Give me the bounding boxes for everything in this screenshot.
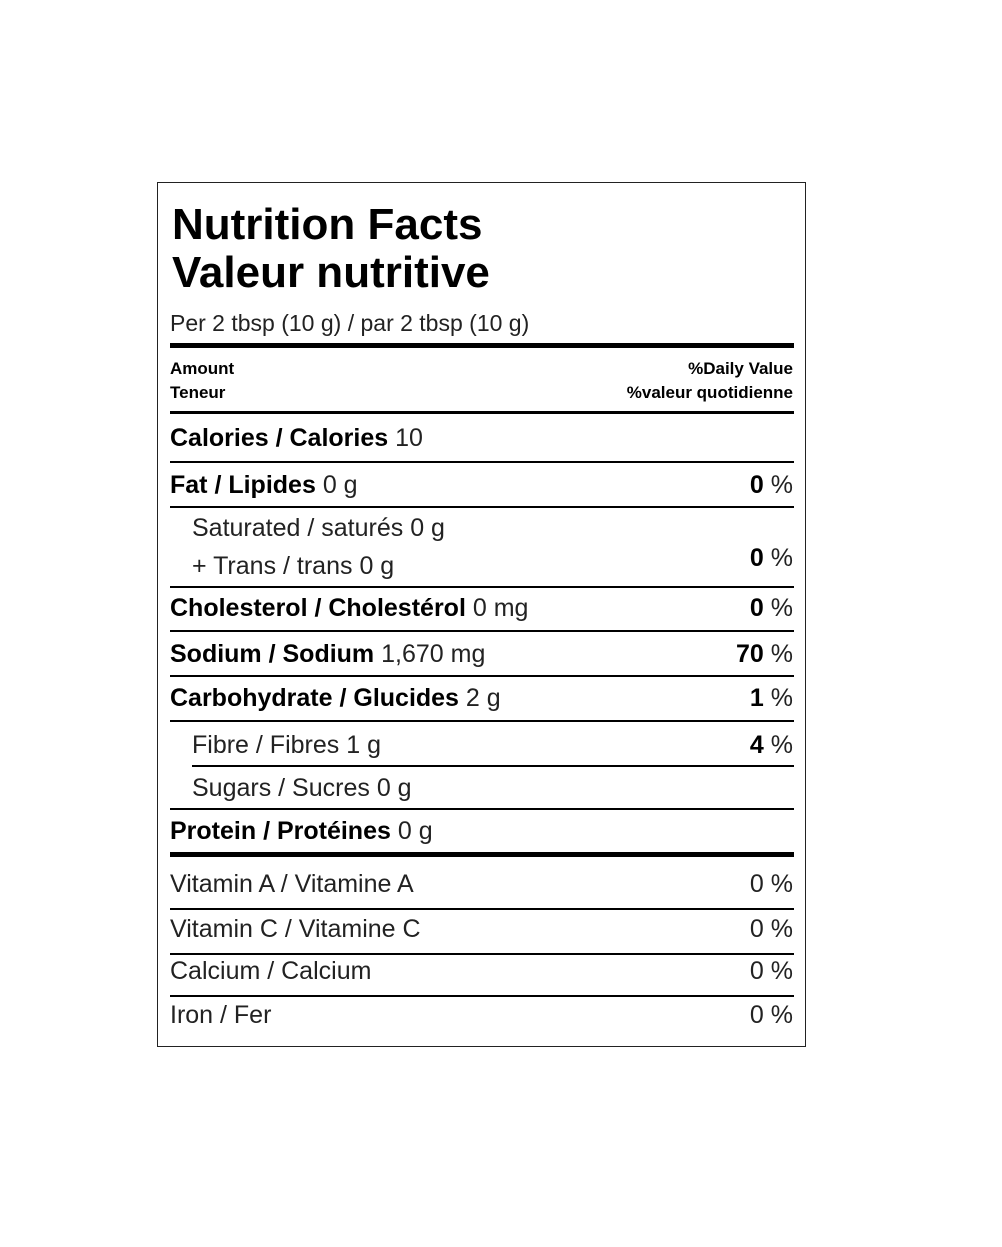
daily-value: 0 %	[750, 593, 793, 623]
dv-unit: %	[770, 684, 793, 712]
vitamin-name: Iron / Fer	[170, 1001, 272, 1029]
amount: 1 g	[346, 731, 381, 759]
dv-unit: %	[770, 870, 793, 898]
vitamin-name: Vitamin C / Vitamine C	[170, 915, 421, 943]
daily-value: 0 %	[750, 543, 793, 573]
dv-unit: %	[770, 640, 793, 668]
nutrient-name: Fibre / Fibres	[192, 731, 340, 759]
column-head: %Daily Value	[688, 359, 793, 378]
dv-unit: %	[770, 915, 793, 943]
amount: 0 g	[397, 817, 433, 845]
amount: 0 mg	[472, 594, 529, 622]
rule	[170, 852, 794, 857]
column-head: %valeur quotidienne	[626, 383, 793, 402]
nutrient-row: Sugars / Sucres 0 g	[192, 773, 412, 803]
dv-unit: %	[770, 471, 793, 499]
rule	[170, 995, 794, 997]
dv-percent: 0	[749, 471, 764, 499]
vitamin-name: Vitamin A / Vitamine A	[170, 870, 414, 898]
dv-unit: %	[770, 544, 793, 572]
nutrient-name: Cholesterol / Cholestérol	[170, 594, 466, 622]
nutrition-label: Nutrition Facts Valeur nutritive Per 2 t…	[157, 182, 806, 1047]
amount: 0 g	[410, 514, 445, 542]
column-head: Teneur	[170, 383, 226, 402]
dv-percent: 70	[736, 640, 764, 668]
dv-percent: 0	[749, 957, 764, 985]
nutrient-name: + Trans / trans	[192, 552, 353, 580]
dv-percent: 0	[749, 915, 764, 943]
dv-unit: %	[770, 957, 793, 985]
amount: 1,670 mg	[381, 640, 486, 668]
nutrient-name: Protein / Protéines	[170, 817, 391, 845]
amount: 2 g	[465, 684, 501, 712]
daily-value: 4 %	[750, 730, 793, 760]
rule	[170, 411, 794, 414]
amount: 0 g	[376, 774, 412, 802]
rule	[170, 675, 794, 677]
rule	[170, 586, 794, 588]
nutrient-name: Fat / Lipides	[170, 471, 316, 499]
dv-percent: 1	[749, 684, 764, 712]
nutrient-name: Sodium / Sodium	[170, 640, 375, 668]
vitamin-name: Calcium / Calcium	[170, 957, 372, 985]
dv-unit: %	[770, 1001, 793, 1029]
rule	[170, 720, 794, 722]
title: Valeur nutritive	[172, 248, 490, 297]
nutrient-row: Cholesterol / Cholestérol 0 mg	[170, 593, 528, 623]
dv-percent: 0	[749, 1001, 764, 1029]
dv-percent: 0	[749, 594, 764, 622]
daily-value: 70 %	[736, 639, 793, 669]
rule	[170, 953, 794, 955]
rule	[170, 908, 794, 910]
dv-percent: 4	[749, 731, 764, 759]
daily-value: 0 %	[750, 956, 793, 986]
amount: 10	[395, 424, 423, 452]
nutrient-name: Sugars / Sucres	[192, 774, 370, 802]
calories-row: Calories / Calories 10	[170, 423, 423, 453]
nutrient-row: Fibre / Fibres 1 g	[192, 730, 381, 760]
rule	[170, 630, 794, 632]
rule	[170, 808, 794, 810]
rule	[170, 506, 794, 508]
nutrient-row: Fat / Lipides 0 g	[170, 470, 358, 500]
rule	[192, 765, 794, 767]
dv-unit: %	[770, 594, 793, 622]
amount: 0 g	[322, 471, 358, 499]
dv-unit: %	[770, 731, 793, 759]
daily-value: 1 %	[750, 683, 793, 713]
nutrient-name: Carbohydrate / Glucides	[170, 684, 459, 712]
nutrient-name: Calories / Calories	[170, 424, 389, 452]
nutrient-row: Sodium / Sodium 1,670 mg	[170, 639, 485, 669]
dv-percent: 0	[749, 544, 764, 572]
nutrient-row: Carbohydrate / Glucides 2 g	[170, 683, 501, 713]
rule	[170, 461, 794, 463]
column-head: Amount	[170, 359, 235, 378]
nutrient-row: Protein / Protéines 0 g	[170, 816, 433, 846]
nutrient-name: Saturated / saturés	[192, 514, 404, 542]
title: Nutrition Facts	[172, 200, 483, 249]
daily-value: 0 %	[750, 1000, 793, 1030]
daily-value: 0 %	[750, 470, 793, 500]
nutrient-row: Saturated / saturés 0 g	[192, 513, 445, 543]
dv-percent: 0	[749, 870, 764, 898]
daily-value: 0 %	[750, 869, 793, 899]
nutrient-row: + Trans / trans 0 g	[192, 551, 394, 581]
daily-value: 0 %	[750, 914, 793, 944]
thick-rule	[170, 343, 794, 348]
serving: Per 2 tbsp (10 g) / par 2 tbsp (10 g)	[170, 310, 530, 336]
amount: 0 g	[359, 552, 395, 580]
